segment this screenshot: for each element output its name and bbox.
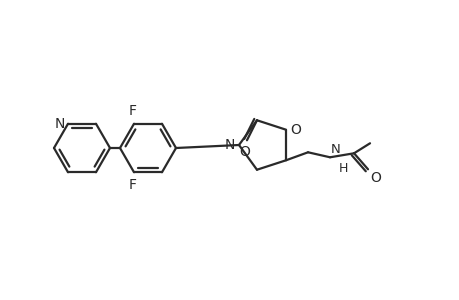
Text: N: N bbox=[330, 143, 340, 156]
Text: O: O bbox=[290, 123, 300, 137]
Text: F: F bbox=[129, 178, 137, 192]
Text: N: N bbox=[55, 117, 65, 131]
Text: H: H bbox=[338, 162, 347, 175]
Text: N: N bbox=[224, 138, 235, 152]
Text: O: O bbox=[369, 171, 380, 185]
Text: F: F bbox=[129, 104, 137, 118]
Text: O: O bbox=[239, 145, 250, 159]
